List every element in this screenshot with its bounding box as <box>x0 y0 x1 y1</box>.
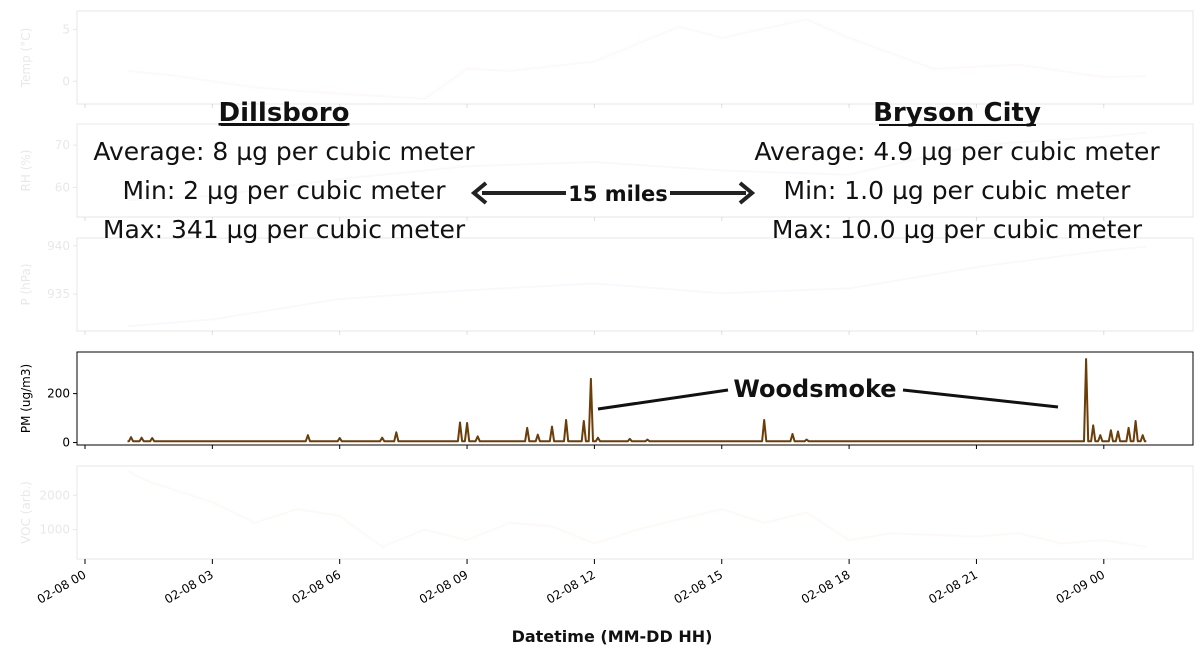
x-tick-label: 02-09 00 <box>1054 567 1108 606</box>
data-point <box>1134 420 1137 422</box>
y-tick-label: 60 <box>55 180 70 194</box>
woodsmoke-annotation: Woodsmoke <box>597 375 1059 411</box>
y-tick-label: 1000 <box>39 523 70 537</box>
x-tick-label: 02-08 15 <box>672 567 726 606</box>
panel-3: 935 940 P (hPa) <box>19 237 1194 332</box>
panel-1: 0 5 Temp (°C) <box>19 10 1194 105</box>
panel-2: 60 70 RH (%) <box>19 123 1194 218</box>
data-point <box>1141 434 1144 437</box>
woodsmoke-pointer-right <box>902 388 1059 409</box>
y-tick-label: 940 <box>47 239 70 253</box>
panel-frame <box>76 465 1194 560</box>
dillsboro-title: Dillsboro <box>219 98 350 128</box>
data-point <box>466 422 468 424</box>
panel-4: 0 200 PM (ug/m3) <box>19 351 1194 450</box>
y-tick-label: 935 <box>47 287 70 301</box>
bryson-city-min: Min: 1.0 µg per cubic meter <box>784 176 1132 205</box>
data-point <box>1092 424 1094 427</box>
data-point <box>1085 358 1087 360</box>
distance-arrow-right-head <box>738 181 756 205</box>
panel-5: 1000 2000 VOC (arb.) <box>19 465 1194 560</box>
data-point <box>526 427 528 429</box>
data-point <box>459 421 461 424</box>
data-point <box>597 436 599 439</box>
x-tick-label: 02-08 06 <box>289 567 343 606</box>
dillsboro-min: Min: 2 µg per cubic meter <box>122 176 446 205</box>
y-tick-label: 200 <box>47 387 70 401</box>
distance-arrow: 15 miles <box>470 181 756 206</box>
x-axis-label: Datetime (MM-DD HH) <box>512 627 713 646</box>
panel-frame <box>76 10 1194 105</box>
data-point <box>151 437 153 439</box>
x-tick-label: 02-08 00 <box>35 567 89 606</box>
data-point <box>805 438 808 441</box>
y-axis-label: PM (ug/m3) <box>19 364 33 433</box>
data-point <box>140 436 143 439</box>
data-point <box>130 436 132 439</box>
panel-frame <box>76 237 1194 332</box>
y-tick-label: 0 <box>62 436 70 450</box>
dillsboro-max: Max: 341 µg per cubic meter <box>103 215 466 244</box>
y-axis-label: RH (%) <box>19 150 33 192</box>
bryson-city-stats: Bryson City Average: 4.9 µg per cubic me… <box>754 98 1160 244</box>
x-tick-label: 02-08 03 <box>162 567 216 606</box>
data-point <box>1110 429 1112 432</box>
woodsmoke-pointer-left <box>597 388 729 411</box>
data-point <box>763 419 765 421</box>
distance-label: 15 miles <box>568 182 668 206</box>
bryson-city-title: Bryson City <box>873 98 1041 128</box>
series-line <box>127 18 1147 100</box>
data-point <box>395 431 398 434</box>
data-point <box>791 433 794 435</box>
series-line <box>127 358 1147 443</box>
data-point <box>381 436 384 439</box>
panel-frame <box>76 351 1194 446</box>
panel-frame <box>76 123 1194 218</box>
x-tick-label: 02-08 09 <box>417 567 471 606</box>
data-point <box>646 438 649 441</box>
data-point <box>565 419 567 421</box>
dillsboro-average: Average: 8 µg per cubic meter <box>93 137 475 166</box>
distance-arrow-left-head <box>470 181 488 205</box>
data-point <box>1127 427 1130 429</box>
y-tick-label: 2000 <box>39 488 70 502</box>
y-axis-label: P (hPa) <box>19 263 33 305</box>
y-tick-label: 5 <box>62 23 70 37</box>
woodsmoke-label: Woodsmoke <box>733 375 896 403</box>
y-tick-label: 0 <box>62 74 70 88</box>
data-point <box>590 378 592 380</box>
series-line <box>127 470 1147 548</box>
bryson-city-average: Average: 4.9 µg per cubic meter <box>754 137 1160 166</box>
x-tick-label: 02-08 12 <box>544 567 598 606</box>
y-axis-label: VOC (arb.) <box>19 481 33 544</box>
x-tick-label: 02-08 21 <box>926 567 980 606</box>
data-point <box>1099 434 1102 437</box>
data-point <box>338 437 341 439</box>
data-point <box>1117 430 1119 433</box>
series-line <box>127 245 1147 328</box>
series-line <box>127 131 1147 202</box>
y-tick-label: 70 <box>55 138 70 152</box>
data-point <box>476 435 479 438</box>
data-point <box>551 425 553 428</box>
dillsboro-stats: Dillsboro Average: 8 µg per cubic meter … <box>93 98 475 244</box>
data-point <box>537 433 539 436</box>
y-axis-label: Temp (°C) <box>19 28 33 89</box>
data-point <box>629 438 631 440</box>
data-point <box>583 420 585 422</box>
data-point <box>307 434 309 437</box>
x-tick-label: 02-08 18 <box>799 567 853 606</box>
bryson-city-max: Max: 10.0 µg per cubic meter <box>772 215 1143 244</box>
